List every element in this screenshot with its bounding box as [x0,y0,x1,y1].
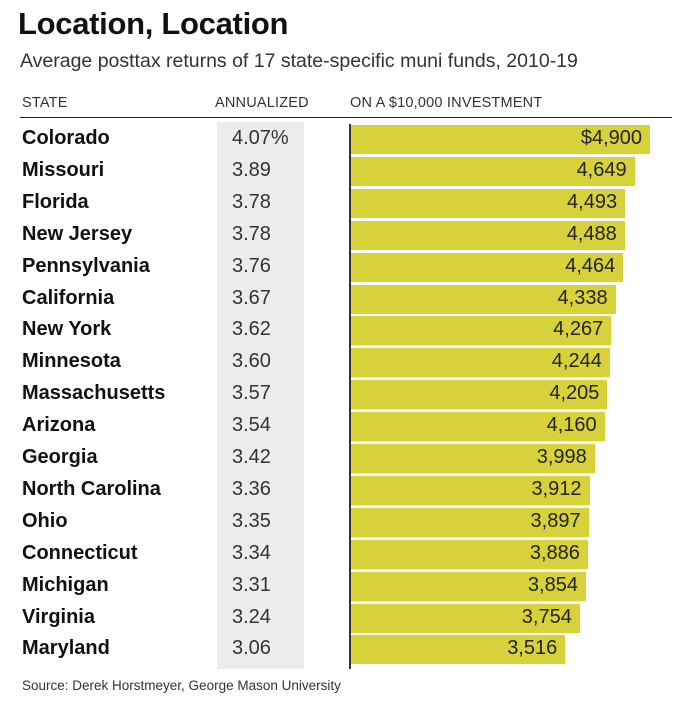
table-row: Georgia 3.42 3,998 [0,443,692,475]
state-label: New York [22,318,112,341]
state-label: Minnesota [22,350,121,373]
table-row: Colorado 4.07% $4,900 [0,124,692,156]
table-row: Maryland 3.06 3,516 [0,634,692,666]
annualized-value: 4.07% [232,127,289,149]
investment-value-label: 3,754 [521,605,572,628]
investment-bar [350,444,595,473]
table-row: Pennsylvania 3.76 4,464 [0,252,692,284]
state-label: Ohio [22,509,68,532]
column-header-state: STATE [22,95,68,111]
table-row: California 3.67 4,338 [0,284,692,316]
state-label: Virginia [22,605,95,628]
table-row: Ohio 3.35 3,897 [0,507,692,539]
table-row: New Jersey 3.78 4,488 [0,220,692,252]
annualized-value: 3.36 [232,477,271,500]
chart-title: Location, Location [18,6,289,41]
annualized-value: 3.78 [232,222,271,245]
annualized-value: 3.06 [232,637,271,660]
table-row: Minnesota 3.60 4,244 [0,347,692,379]
state-label: Florida [22,190,89,213]
investment-value-label: $4,900 [580,127,642,149]
table-row: Connecticut 3.34 3,886 [0,539,692,571]
investment-value-label: 4,205 [549,382,600,405]
header-divider [20,117,672,118]
state-label: Arizona [22,414,96,437]
investment-value-label: 3,854 [527,573,578,596]
investment-value-label: 3,897 [530,509,581,532]
annualized-value: 3.42 [232,446,271,468]
investment-bar [350,156,635,186]
investment-value-label: 4,464 [565,254,616,277]
state-label: Maryland [22,637,110,660]
state-label: California [22,286,115,309]
state-label: Missouri [22,158,105,181]
annualized-column-background [217,122,304,669]
table-row: North Carolina 3.36 3,912 [0,475,692,507]
state-label: Georgia [22,446,98,468]
investment-value-label: 3,516 [507,637,558,660]
annualized-value: 3.67 [232,286,271,309]
annualized-value: 3.60 [232,350,271,373]
investment-bar [350,252,624,282]
state-label: Pennsylvania [22,254,150,277]
investment-value-label: 4,244 [551,350,602,373]
investment-bar [350,125,650,154]
state-label: Michigan [22,573,109,596]
investment-value-label: 3,886 [529,541,580,564]
investment-bar [350,188,626,218]
annualized-value: 3.24 [232,605,271,628]
investment-bar [350,284,616,314]
investment-value-label: 4,160 [546,414,597,437]
investment-bar [350,571,586,601]
investment-value-label: 3,912 [531,477,582,500]
chart-subtitle: Average posttax returns of 17 state-spec… [20,50,578,72]
table-row: New York 3.62 4,267 [0,315,692,347]
annualized-value: 3.62 [232,318,271,341]
annualized-value: 3.78 [232,190,271,213]
annualized-value: 3.31 [232,573,271,596]
investment-bar [350,412,605,442]
annualized-value: 3.34 [232,541,271,564]
table-row: Missouri 3.89 4,649 [0,156,692,188]
source-note: Source: Derek Horstmeyer, George Mason U… [22,678,341,693]
annualized-value: 3.57 [232,382,271,405]
investment-value-label: 4,649 [576,158,627,181]
investment-bar [350,348,610,378]
investment-value-label: 4,493 [567,190,618,213]
table-row: Massachusetts 3.57 4,205 [0,379,692,411]
bar-axis-line [349,124,351,669]
investment-value-label: 3,998 [536,446,587,468]
investment-bar [350,635,566,665]
annualized-value: 3.89 [232,158,271,181]
investment-bar [350,475,590,505]
table-row: Arizona 3.54 4,160 [0,411,692,443]
state-label: Colorado [22,127,110,149]
state-label: Connecticut [22,541,138,564]
investment-bar [350,380,608,410]
investment-bar [350,316,612,346]
state-label: Massachusetts [22,382,166,405]
state-label: North Carolina [22,477,161,500]
investment-bar [350,220,625,250]
annualized-value: 3.35 [232,509,271,532]
investment-value-label: 4,267 [553,318,604,341]
state-label: New Jersey [22,222,133,245]
investment-value-label: 4,338 [557,286,608,309]
investment-bar [350,507,589,537]
annualized-value: 3.54 [232,414,271,437]
investment-value-label: 4,488 [566,222,617,245]
investment-bar [350,603,580,633]
investment-bar [350,539,588,569]
table-row: Michigan 3.31 3,854 [0,571,692,603]
table-row: Florida 3.78 4,493 [0,188,692,220]
column-header-investment: ON A $10,000 INVESTMENT [350,95,543,111]
annualized-value: 3.76 [232,254,271,277]
table-row: Virginia 3.24 3,754 [0,603,692,635]
column-header-annualized: ANNUALIZED [215,95,309,111]
